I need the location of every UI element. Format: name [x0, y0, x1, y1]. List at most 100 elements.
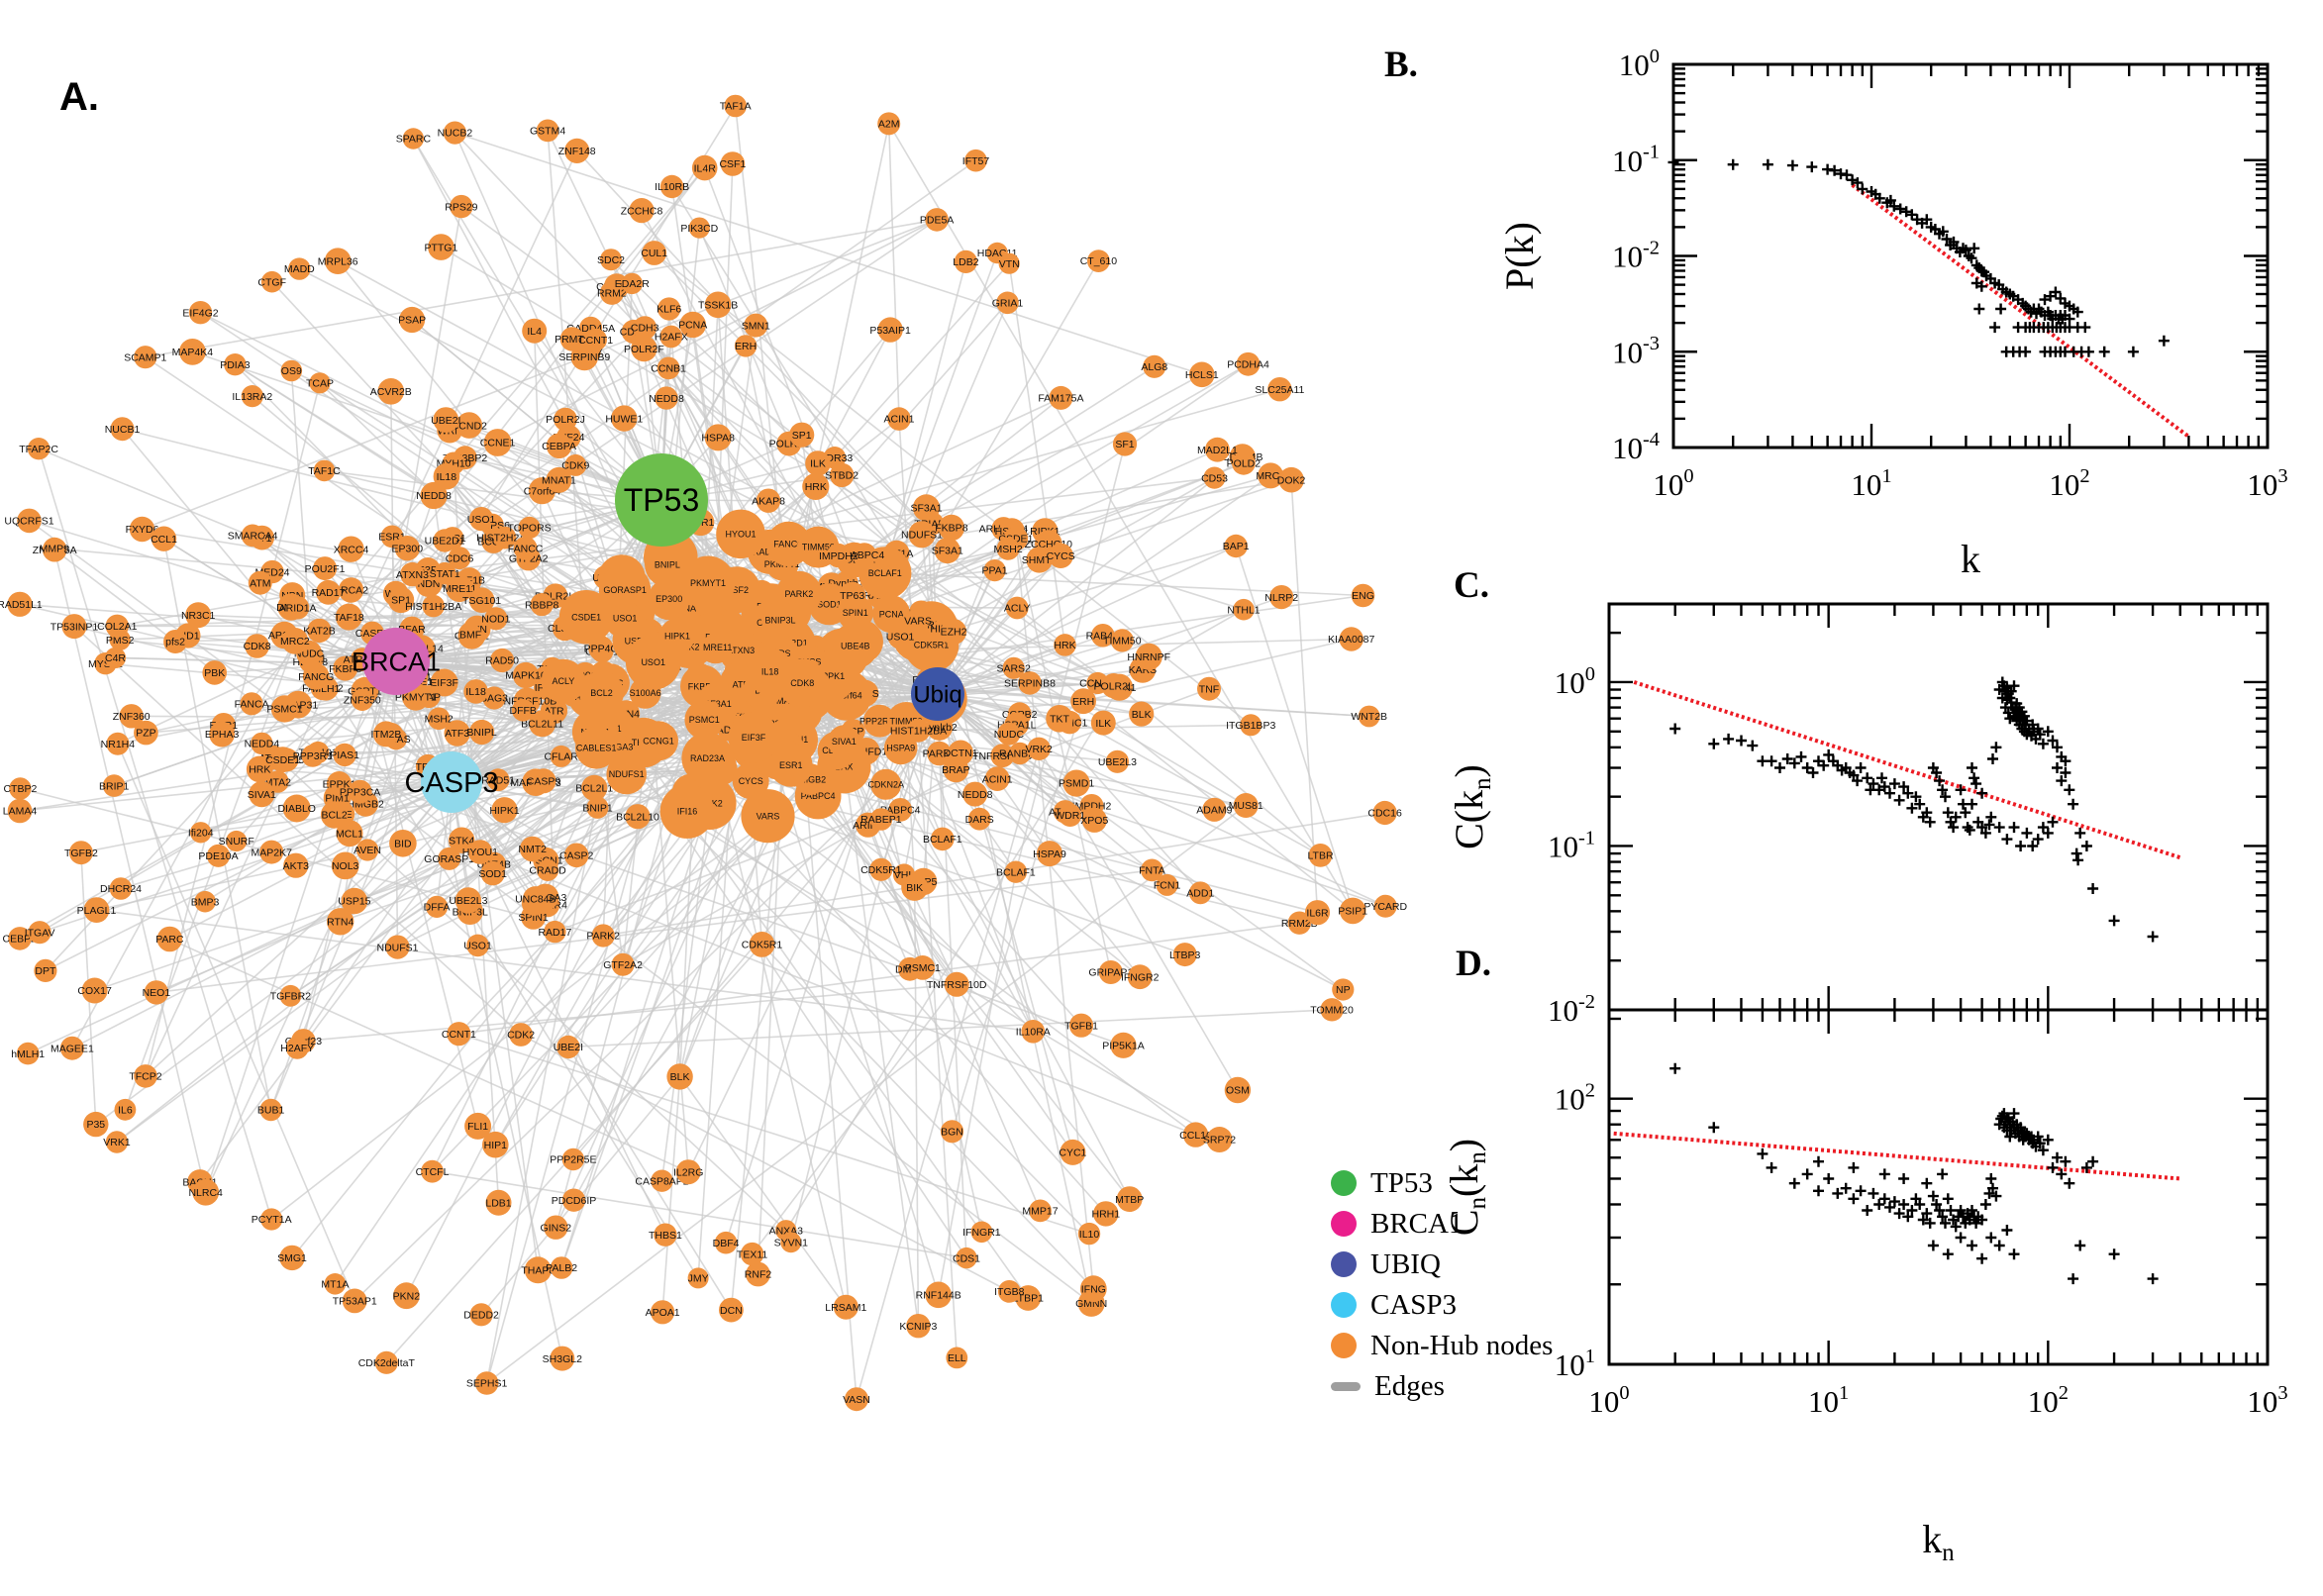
network-node: BLK	[1129, 701, 1155, 727]
network-node: CYCS	[732, 762, 769, 800]
network-node: BIK	[901, 873, 929, 901]
network-node: MNAT1	[542, 466, 576, 493]
network-node: STAT1	[430, 561, 460, 585]
fit-line	[1633, 680, 2181, 860]
fit-line	[1613, 1131, 2180, 1181]
network-node: MSH2	[994, 537, 1023, 560]
network-node: ZNF350	[344, 688, 381, 712]
legend-item-edges: Edges	[1331, 1369, 1553, 1403]
network-node: KAT2B	[303, 618, 336, 644]
network-node: ILK	[1090, 710, 1116, 736]
network-node: MSH2	[425, 707, 454, 731]
network-node: XRCC4	[334, 536, 368, 562]
network-node: TOPORS	[508, 516, 552, 540]
network-node: HIST1H2BA	[405, 594, 461, 618]
network-node: DFFB	[509, 699, 537, 722]
network-node: KLF6	[656, 297, 681, 321]
legend-item-ubiq: UBIQ	[1331, 1247, 1553, 1281]
network-node: TSG101	[462, 587, 501, 613]
chart-panel-B: 100 101 102 103 10-4 10-3 10-2 10-1 100 P(k) k	[1497, 46, 2288, 581]
network-node: POU2F1	[305, 556, 346, 581]
network-node: PSMC1	[905, 955, 941, 980]
network-node: ILK	[805, 450, 831, 476]
network-node: PARK2	[923, 741, 956, 766]
network-node: ESR1	[768, 744, 813, 787]
network-node: RAD17	[312, 579, 346, 605]
network-node: SERPINB8	[1004, 671, 1056, 695]
network-node: NR3C1	[181, 602, 216, 629]
network-node: NDUFS1	[376, 935, 419, 959]
network-node: BLK	[666, 1063, 693, 1090]
network-node: HIPK1	[489, 797, 520, 824]
network-node: USO1	[467, 506, 496, 532]
network-node: PSMC1	[684, 700, 724, 740]
network-node: TIMM50	[1103, 629, 1142, 652]
network-node: NEDD4	[245, 732, 279, 755]
network-node: SF3A1	[932, 537, 963, 564]
network-node: IL18	[746, 648, 794, 696]
network-node: PKMYT1	[680, 555, 736, 611]
network-node: VARS	[904, 609, 932, 633]
network-node: MAPK10	[505, 661, 547, 689]
panel-label-a: A.	[59, 75, 99, 119]
network-node: IFI16	[659, 784, 715, 839]
svg-text:103: 103	[2247, 1382, 2287, 1419]
svg-text:100: 100	[1588, 1382, 1629, 1419]
network-node: MCL1	[336, 820, 363, 848]
network-node: ACIN1	[982, 766, 1013, 791]
network-node: TP63	[839, 581, 866, 610]
network-node: EP300	[648, 578, 690, 621]
network-nodes: ZNF24USF2MRC2BCCIPWDR33POLR2HPOLR2LMNAT1…	[0, 94, 1407, 1412]
network-node: HUWE1	[605, 405, 643, 432]
network-node: NMT2	[518, 836, 547, 862]
fit-line	[1851, 183, 2190, 439]
network-node: NUDC	[994, 722, 1024, 746]
network-node: CASP2	[559, 843, 594, 868]
network-node: VRK2	[1025, 737, 1053, 760]
network-node: CASP9	[527, 768, 560, 794]
svg-text:10-2: 10-2	[1612, 237, 1660, 273]
svg-text:10-4: 10-4	[1612, 429, 1660, 465]
network-node: NEDD8	[958, 781, 993, 807]
network-node: IL18	[433, 462, 460, 490]
network-node: CDK2	[507, 1023, 535, 1047]
network-node: PPP2R2B	[859, 704, 900, 738]
network-node: ERH	[1070, 688, 1096, 715]
network-node: BNIPL	[645, 542, 690, 587]
network-node: GORASP1	[598, 563, 652, 617]
network-node: MRE11	[702, 632, 734, 663]
network-node: S100A6	[630, 677, 661, 709]
network-node: RTN4	[327, 908, 354, 936]
legend-label: UBIQ	[1370, 1247, 1441, 1280]
network-node: Dynlrb2	[922, 714, 958, 741]
network-node: CSDE1	[265, 747, 300, 773]
network-node: RAD51	[481, 768, 515, 792]
network-node: ARID1A	[279, 596, 317, 620]
network-node: BNIPL	[466, 719, 497, 746]
network-node: SARS2	[996, 656, 1031, 679]
network-node: PPA1	[982, 559, 1008, 582]
network-node: HIPK1	[659, 618, 695, 654]
svg-text:10-3: 10-3	[1612, 333, 1660, 369]
network-node: FANCG	[298, 662, 334, 690]
network-node: BCL2L10	[616, 804, 659, 830]
network-node: UBE2I	[554, 1035, 583, 1059]
network-node: HYOU1	[716, 509, 765, 559]
svg-text:100: 100	[1653, 465, 1693, 502]
network-node: TKT	[1046, 705, 1073, 733]
scatter-points	[1669, 1062, 2159, 1285]
chart-panel-C: 10-2 10-1 100 C(kn)	[1447, 602, 2270, 1028]
network-node: CYCS	[1047, 543, 1075, 568]
network-node: BCL2	[579, 670, 624, 716]
network-node: AVEN	[354, 839, 381, 861]
network-node: UNC84B	[515, 886, 556, 912]
network-node: CABLES1	[574, 727, 618, 769]
legend-item-brca1: BRCA1	[1331, 1207, 1553, 1241]
network-node: CDK8	[244, 634, 271, 658]
network-node: NOL3	[331, 851, 359, 880]
network-node: EP300	[392, 536, 423, 561]
svg-text:103: 103	[2247, 465, 2287, 502]
network-node: BCLAF1	[996, 860, 1036, 883]
network-node: PPP3CA	[340, 779, 380, 804]
